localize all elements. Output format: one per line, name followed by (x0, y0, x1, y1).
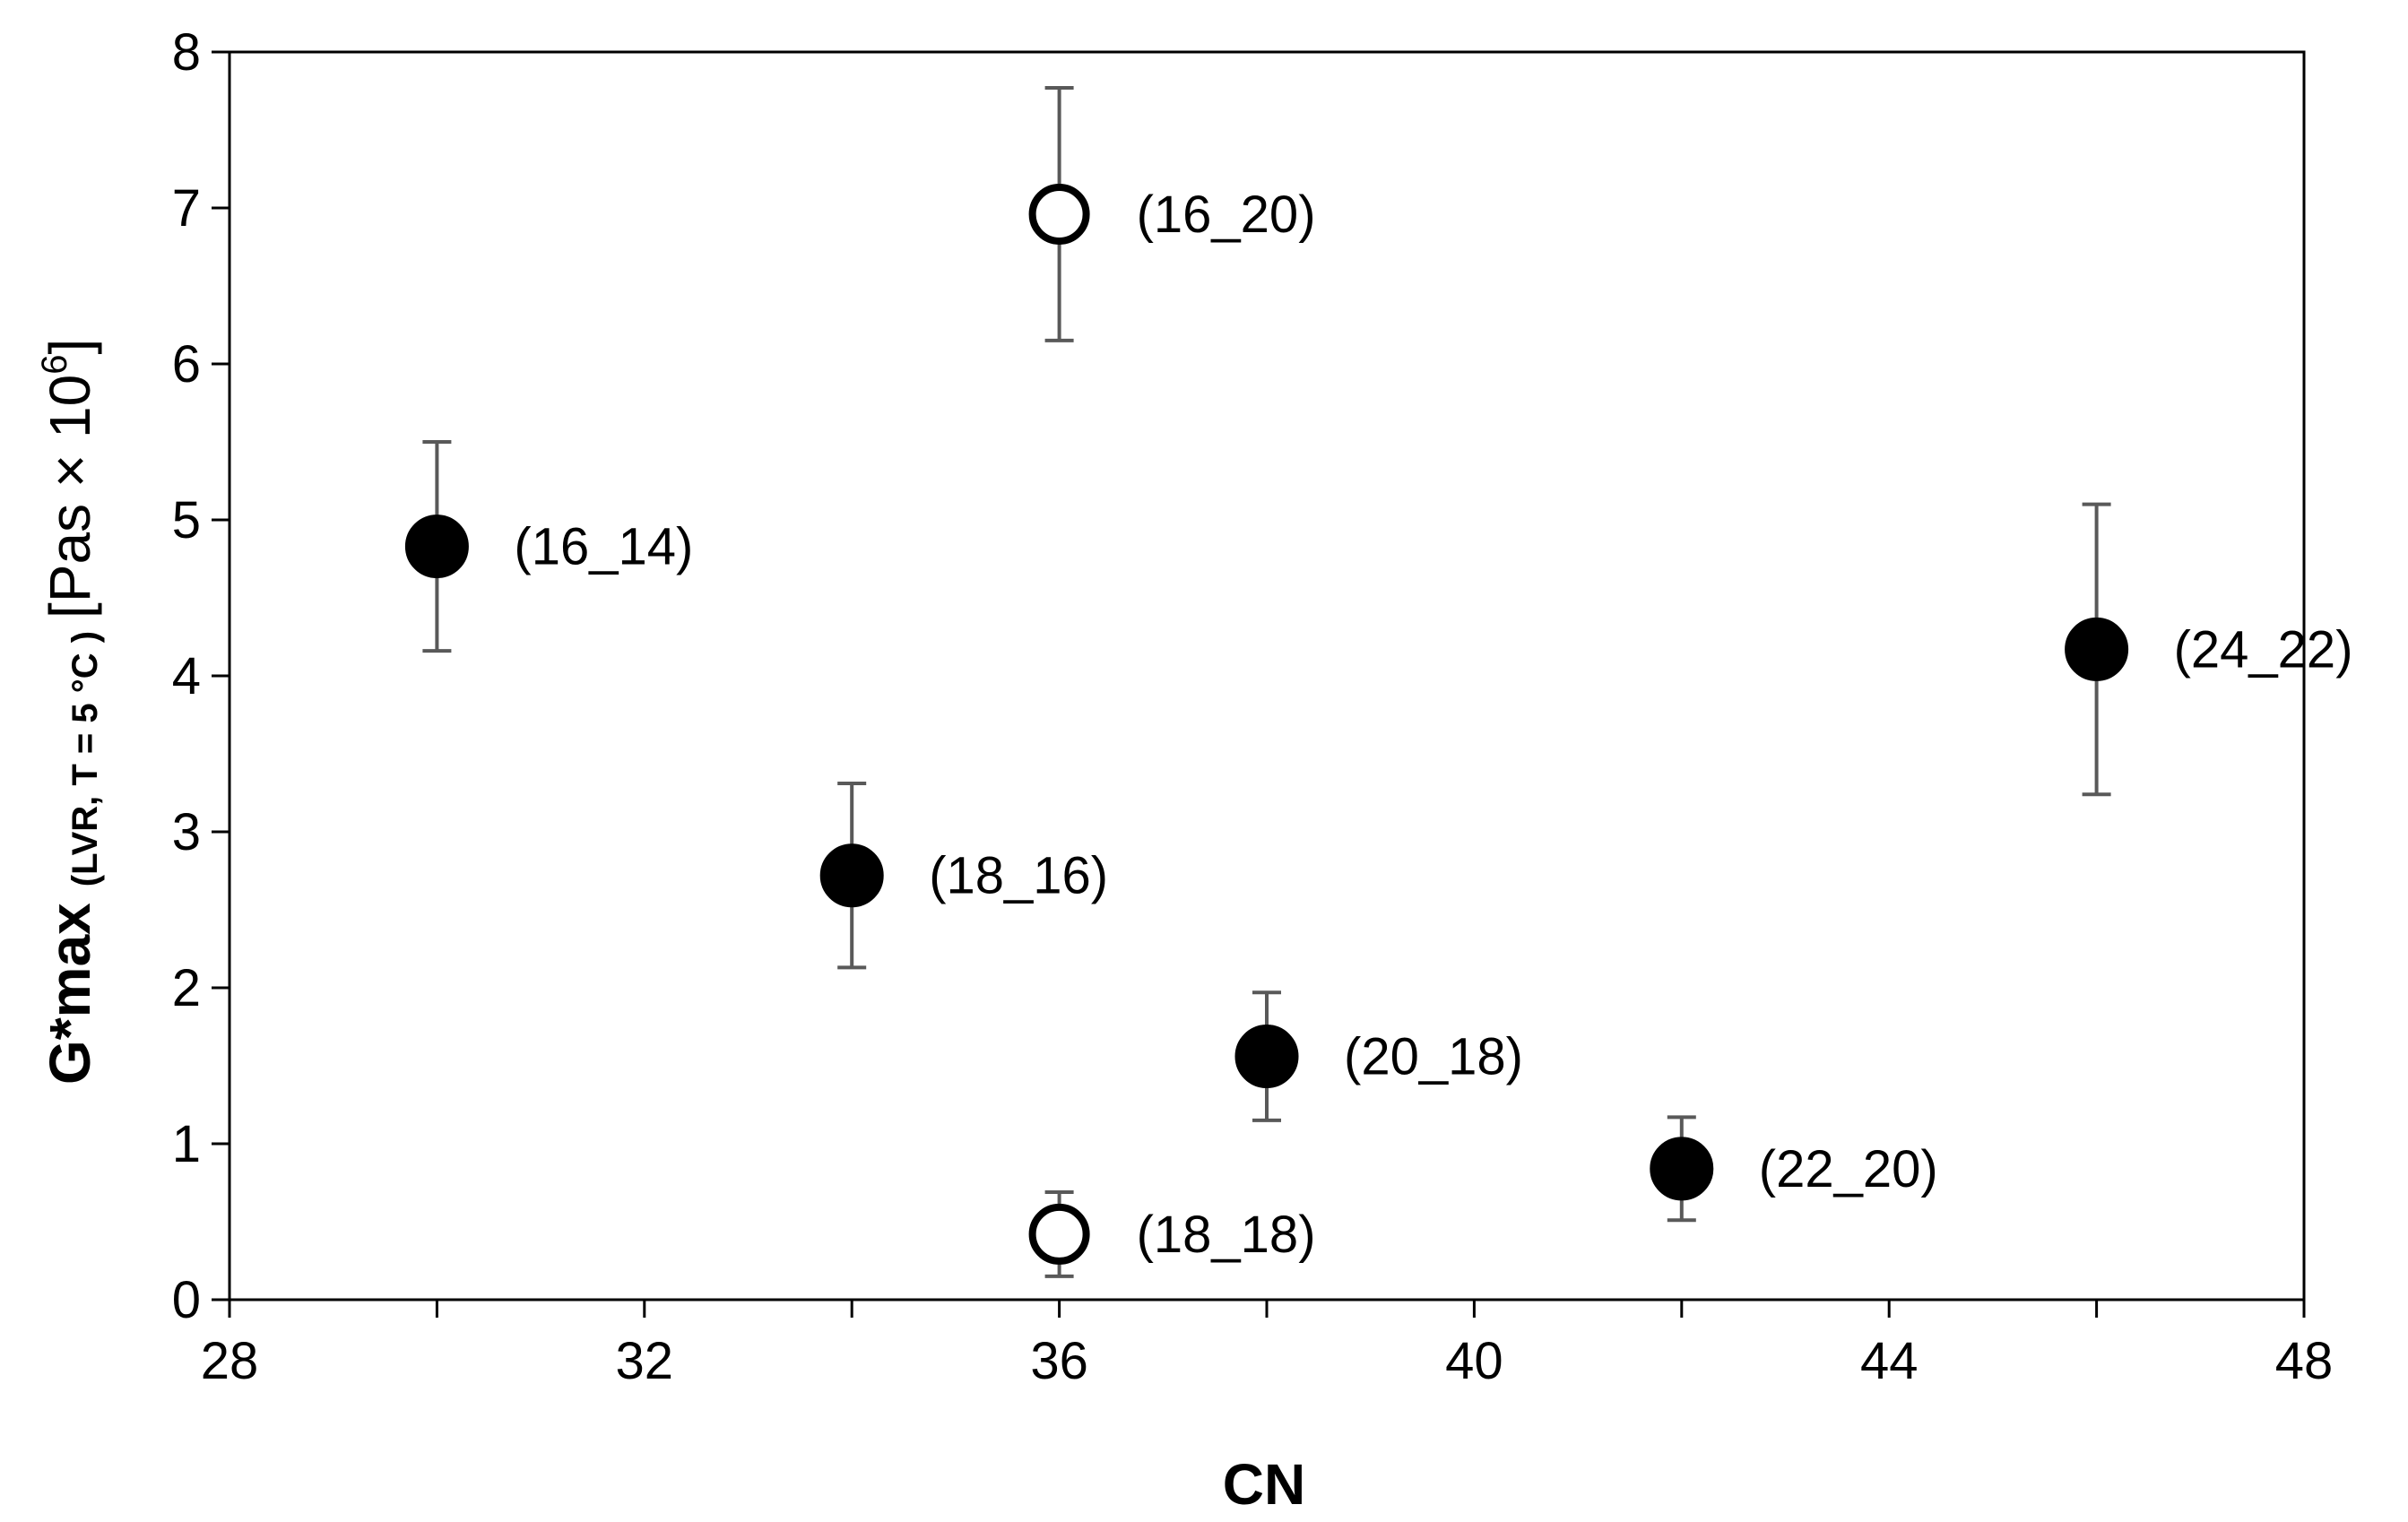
data-point-open (1028, 1203, 1090, 1265)
data-point-open (1028, 183, 1090, 245)
data-point-filled (819, 843, 884, 908)
x-tick-label: 36 (1030, 1332, 1088, 1390)
y-axis-label-unit-close: ] (38, 339, 102, 355)
error-bars (422, 86, 2111, 1278)
data-point-label: (18_18) (1137, 1206, 1316, 1264)
data-point-filled (2065, 617, 2129, 681)
y-tick-label: 7 (172, 179, 201, 238)
x-axis-label: CN (1223, 1452, 1305, 1517)
data-point-label: (20_18) (1344, 1028, 1523, 1086)
data-point-label: (16_20) (1137, 186, 1316, 244)
data-point-filled (1234, 1025, 1299, 1089)
y-axis-ticks: 0 1 2 3 4 5 6 7 8 (172, 23, 230, 1329)
point-labels: (16_14) (18_16) (16_20) (18_18) (20_18) (22_2… (514, 186, 2352, 1264)
y-tick-label: 5 (172, 491, 201, 549)
x-tick-label: 48 (2275, 1332, 2334, 1390)
y-axis-label-subscript: (LVR, T = 5 °C ) (65, 631, 105, 886)
x-axis-ticks: 28 32 36 40 44 48 (201, 1300, 2334, 1390)
x-tick-label: 32 (616, 1332, 674, 1390)
x-tick-label: 40 (1445, 1332, 1503, 1390)
data-point-label: (22_20) (1759, 1140, 1938, 1198)
data-point-label: (16_14) (514, 518, 693, 576)
y-tick-label: 6 (172, 335, 201, 393)
y-axis-label: G*max (LVR, T = 5 °C ) [Pas × 106] (35, 339, 105, 1085)
data-points (404, 183, 2129, 1265)
y-tick-label: 4 (172, 647, 201, 705)
y-tick-label: 2 (172, 959, 201, 1017)
data-point-filled (404, 515, 469, 579)
data-point-label: (24_22) (2174, 620, 2353, 679)
y-tick-label: 3 (172, 803, 201, 861)
y-axis-label-main: G*max (38, 903, 102, 1085)
data-point-label: (18_16) (929, 847, 1108, 905)
y-tick-label: 1 (172, 1115, 201, 1173)
y-axis-label-unit-exponent: 6 (35, 355, 74, 375)
x-tick-label: 44 (1860, 1332, 1919, 1390)
y-tick-label: 8 (172, 23, 201, 82)
y-axis-label-unit: [Pas × 10 (38, 375, 102, 618)
data-point-filled (1650, 1137, 1714, 1201)
y-tick-label: 0 (172, 1271, 201, 1329)
x-tick-label: 28 (201, 1332, 259, 1390)
